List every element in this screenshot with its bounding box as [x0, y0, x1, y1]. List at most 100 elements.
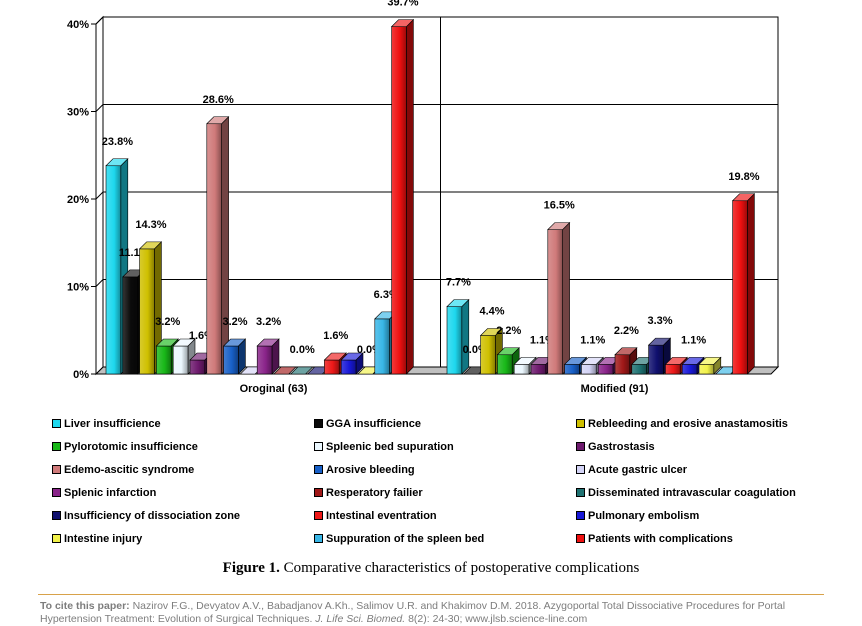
bar-top — [323, 352, 347, 361]
data-label: 0.0% — [290, 344, 315, 356]
citation-authors: Nazirov F.G., Devyatov A.V., Babadjanov … — [40, 600, 786, 625]
legend-label: Patients with complications — [588, 532, 733, 545]
bar — [547, 229, 563, 375]
legend-label: Resperatory failier — [326, 486, 423, 499]
legend-item: Splenic infarction — [52, 485, 314, 500]
bar — [122, 276, 138, 375]
bar-top — [731, 193, 756, 202]
bar — [156, 345, 172, 375]
bar-top — [580, 357, 604, 365]
legend-label: Rebleeding and erosive anastamositis — [588, 417, 788, 430]
data-label: 16.5% — [544, 200, 575, 212]
legend-item: Edemo-ascitic syndrome — [52, 462, 314, 477]
x-tick-label: Modified (91) — [581, 383, 649, 395]
legend-swatch — [52, 511, 61, 520]
bar-top — [664, 357, 688, 365]
legend-item: Intestine injury — [52, 531, 314, 546]
bar-top — [698, 357, 722, 365]
legend-swatch — [52, 442, 61, 451]
citation-label: To cite this paper: — [40, 600, 130, 612]
data-label: 3.2% — [222, 316, 247, 328]
legend-item: Gastrostasis — [576, 439, 842, 454]
bar-top — [479, 328, 504, 336]
bar-top — [105, 158, 129, 167]
bar — [139, 248, 155, 375]
bar — [223, 345, 239, 375]
data-label: 1.6% — [323, 330, 348, 342]
citation-journal: J. Life Sci. Biomed. — [315, 613, 406, 625]
bar-side — [562, 221, 570, 375]
data-label: 3.2% — [256, 316, 281, 328]
figure-caption-text: Comparative characteristics of postopera… — [279, 560, 640, 576]
y-tick-label: 10% — [67, 282, 89, 294]
legend-item: Suppuration of the spleen bed — [314, 531, 576, 546]
bar-top — [614, 347, 638, 356]
bar — [732, 200, 748, 375]
y-tick-label: 40% — [67, 19, 89, 31]
legend-item: Spleenic bed supuration — [314, 439, 576, 454]
legend-item: Pulmonary embolism — [576, 508, 842, 523]
legend-label: Insufficiency of dissociation zone — [64, 509, 241, 522]
bar — [374, 318, 390, 375]
bar — [172, 345, 189, 375]
bar-top — [206, 116, 230, 125]
legend-label: Pylorotomic insufficience — [64, 440, 198, 453]
legend-swatch — [576, 534, 585, 543]
legend-swatch — [576, 488, 585, 497]
legend-label: Spleenic bed supuration — [326, 440, 454, 453]
bar — [513, 364, 530, 375]
bar-chart: 0%10%20%30%40%23.8%11.1%14.3%3.2%1.6%28.… — [67, 0, 780, 395]
bar-top — [390, 19, 415, 27]
bar — [698, 364, 715, 375]
gridline-diag — [95, 191, 104, 200]
bar — [391, 26, 407, 375]
bar-top — [155, 338, 179, 347]
data-label: 3.3% — [647, 315, 672, 327]
legend-swatch — [314, 534, 323, 543]
legend-item: Rebleeding and erosive anastamositis — [576, 416, 842, 431]
bar — [597, 364, 614, 375]
bar-top — [446, 299, 470, 307]
legend-item: Patients with complications — [576, 531, 842, 546]
bar — [324, 359, 340, 375]
bar-side — [406, 18, 414, 375]
citation-rest: 8(2): 24-30; www.jlsb.science-line.com — [405, 613, 588, 625]
legend-label: Intestine injury — [64, 532, 143, 545]
legend-item: Pylorotomic insufficience — [52, 439, 314, 454]
bar — [446, 306, 463, 375]
figure-label: Figure 1. — [222, 560, 280, 576]
legend-label: Splenic infarction — [64, 486, 157, 499]
bar — [206, 123, 222, 375]
legend-swatch — [576, 419, 585, 428]
legend-swatch — [314, 442, 323, 451]
legend-item: GGA insufficience — [314, 416, 576, 431]
bar-top — [340, 352, 364, 361]
bar — [614, 354, 631, 375]
legend-label: GGA insufficience — [326, 417, 421, 430]
bar — [631, 364, 647, 375]
legend-item: Resperatory failier — [314, 485, 576, 500]
bar — [648, 344, 664, 375]
legend-swatch — [576, 465, 585, 474]
legend-swatch — [314, 488, 323, 497]
legend-swatch — [314, 511, 323, 520]
data-label: 28.6% — [203, 94, 234, 106]
legend-label: Intestinal eventration — [326, 509, 437, 522]
bar — [530, 364, 547, 375]
bar-top — [563, 357, 588, 365]
legend-swatch — [52, 419, 61, 428]
data-label: 2.2% — [614, 325, 639, 337]
bar-top — [647, 337, 672, 346]
legend-label: Acute gastric ulcer — [588, 463, 688, 476]
bar-side — [221, 116, 229, 375]
legend-swatch — [52, 534, 61, 543]
legend-item: Acute gastric ulcer — [576, 462, 842, 477]
bar-top — [547, 222, 571, 230]
legend-item: Intestinal eventration — [314, 508, 576, 523]
bar-side — [461, 298, 470, 375]
legend-swatch — [314, 465, 323, 474]
bar — [105, 165, 122, 375]
data-label: 19.8% — [728, 171, 759, 183]
bar-top — [513, 357, 537, 365]
y-tick-label: 20% — [67, 194, 89, 206]
